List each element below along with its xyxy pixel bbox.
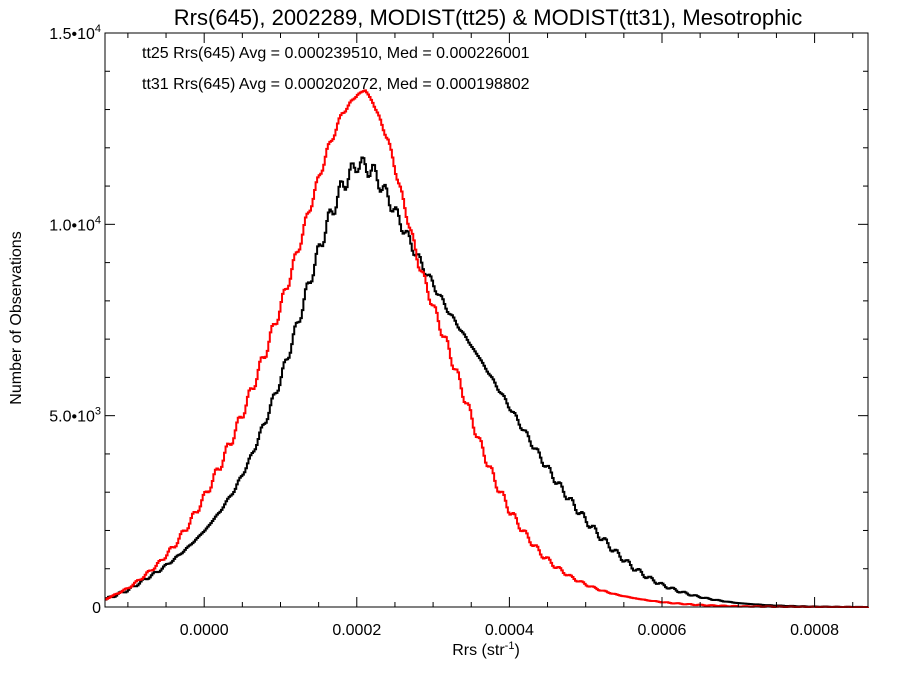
- x-axis-label-superscript: -1: [505, 640, 515, 652]
- x-axis-label-close: ): [514, 642, 519, 659]
- y-tick-label: 5.0•103: [49, 406, 101, 426]
- y-tick-label: 0: [92, 600, 101, 617]
- legend-entry-tt25: tt25 Rrs(645) Avg = 0.000239510, Med = 0…: [142, 45, 530, 62]
- y-axis-label: Number of Observations: [8, 231, 25, 404]
- x-tick-label: 0.0000: [180, 622, 229, 639]
- plot-frame: [104, 32, 869, 608]
- x-axis-ticks: 0.0000 0.0002 0.0004 0.0006 0.0008: [127, 33, 854, 639]
- x-tick-label: 0.0002: [332, 622, 381, 639]
- x-tick-label: 0.0008: [790, 622, 839, 639]
- plot-area: 0.0000 0.0002 0.0004 0.0006 0.0008 0 5.0•103 1…: [49, 23, 869, 639]
- x-tick-label: 0.0004: [485, 622, 534, 639]
- y-tick-label: 1.5•104: [49, 23, 101, 43]
- x-tick-label: 0.0006: [638, 622, 687, 639]
- y-axis-ticks: 0 5.0•103 1.0•104 1.5•104: [49, 23, 868, 617]
- series-line-tt31: [105, 89, 869, 608]
- y-tick-label: 1.0•104: [49, 214, 101, 234]
- chart-title: Rrs(645), 2002289, MODIST(tt25) & MODIST…: [174, 5, 802, 30]
- x-axis-label: Rrs (str-1): [452, 640, 520, 659]
- legend-entry-tt31: tt31 Rrs(645) Avg = 0.000202072, Med = 0…: [142, 76, 530, 93]
- x-axis-label-main: Rrs (str: [452, 642, 505, 659]
